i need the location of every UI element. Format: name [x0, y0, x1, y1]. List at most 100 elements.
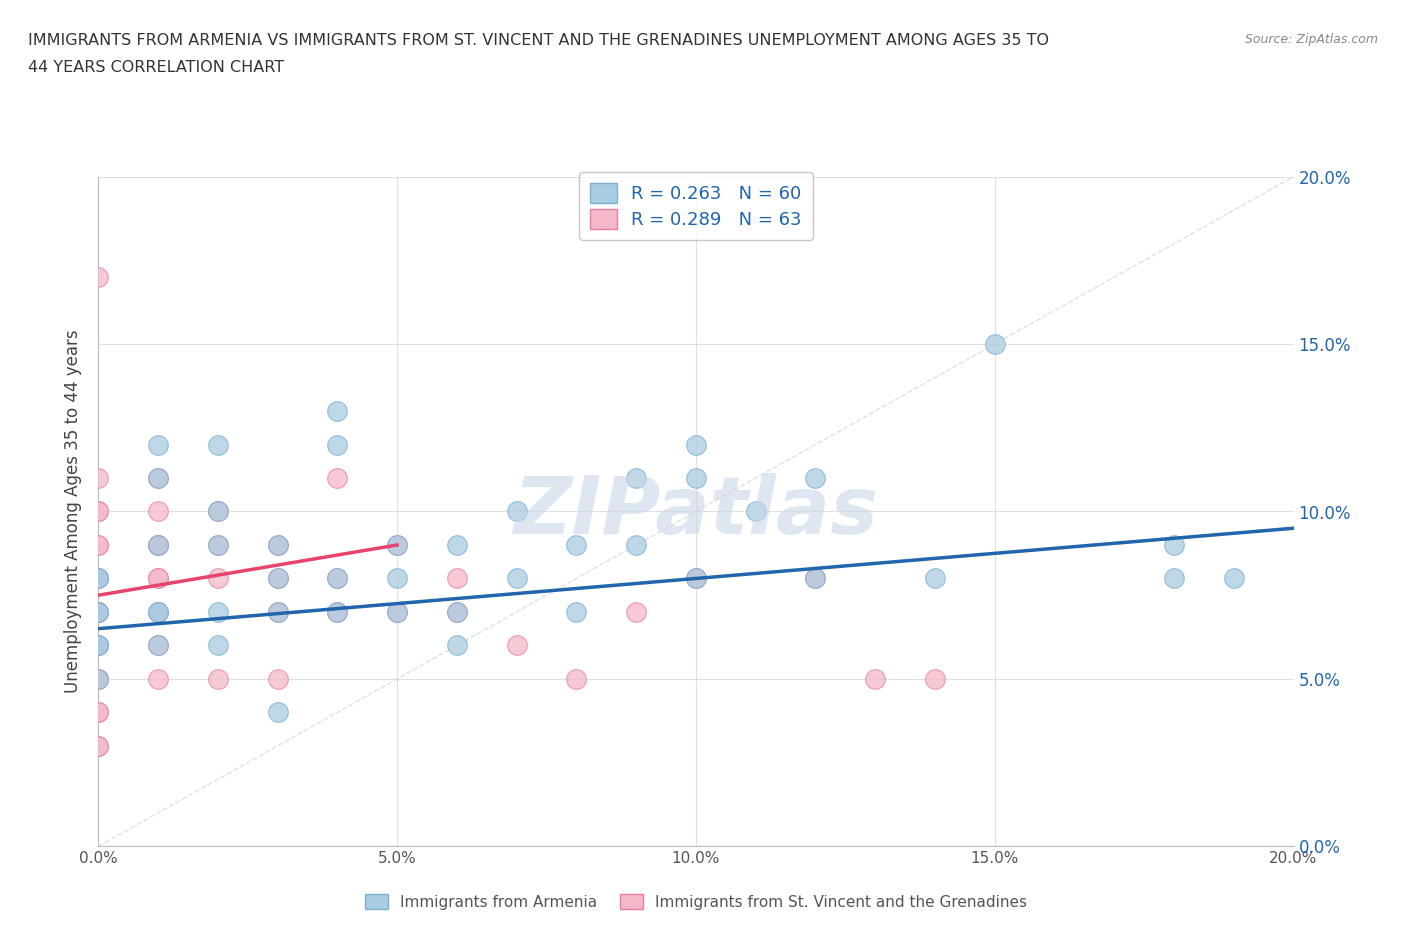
Point	[87, 538, 110, 552]
Point	[326, 571, 349, 586]
Point	[87, 671, 110, 686]
Point	[984, 337, 1007, 352]
Point	[804, 471, 827, 485]
Point	[148, 437, 170, 452]
Point	[685, 471, 707, 485]
Point	[148, 604, 170, 619]
Point	[267, 538, 290, 552]
Point	[385, 538, 409, 552]
Point	[326, 604, 349, 619]
Point	[148, 571, 170, 586]
Point	[565, 538, 588, 552]
Point	[267, 604, 290, 619]
Text: Source: ZipAtlas.com: Source: ZipAtlas.com	[1244, 33, 1378, 46]
Point	[506, 504, 529, 519]
Point	[207, 571, 229, 586]
Point	[326, 437, 349, 452]
Point	[87, 738, 110, 753]
Point	[326, 404, 349, 418]
Point	[87, 738, 110, 753]
Point	[326, 604, 349, 619]
Point	[1223, 571, 1246, 586]
Point	[87, 638, 110, 653]
Point	[446, 604, 468, 619]
Point	[626, 538, 648, 552]
Text: 44 YEARS CORRELATION CHART: 44 YEARS CORRELATION CHART	[28, 60, 284, 75]
Point	[385, 571, 409, 586]
Point	[87, 571, 110, 586]
Point	[207, 638, 229, 653]
Point	[87, 571, 110, 586]
Point	[87, 504, 110, 519]
Point	[148, 538, 170, 552]
Point	[626, 604, 648, 619]
Point	[745, 504, 768, 519]
Point	[207, 538, 229, 552]
Point	[685, 571, 707, 586]
Point	[565, 604, 588, 619]
Point	[446, 571, 468, 586]
Point	[207, 504, 229, 519]
Point	[87, 604, 110, 619]
Point	[267, 705, 290, 720]
Point	[87, 705, 110, 720]
Point	[865, 671, 887, 686]
Point	[267, 671, 290, 686]
Point	[148, 471, 170, 485]
Point	[1163, 538, 1185, 552]
Point	[326, 471, 349, 485]
Point	[446, 604, 468, 619]
Point	[87, 571, 110, 586]
Point	[87, 471, 110, 485]
Point	[148, 604, 170, 619]
Point	[207, 538, 229, 552]
Point	[924, 571, 946, 586]
Point	[87, 638, 110, 653]
Point	[87, 638, 110, 653]
Point	[87, 604, 110, 619]
Point	[148, 538, 170, 552]
Point	[326, 571, 349, 586]
Point	[626, 471, 648, 485]
Point	[87, 604, 110, 619]
Point	[148, 638, 170, 653]
Point	[148, 571, 170, 586]
Point	[207, 671, 229, 686]
Point	[267, 604, 290, 619]
Point	[385, 604, 409, 619]
Point	[267, 571, 290, 586]
Point	[804, 571, 827, 586]
Point	[804, 571, 827, 586]
Legend: Immigrants from Armenia, Immigrants from St. Vincent and the Grenadines: Immigrants from Armenia, Immigrants from…	[359, 887, 1033, 916]
Point	[267, 571, 290, 586]
Point	[148, 671, 170, 686]
Point	[506, 571, 529, 586]
Point	[87, 270, 110, 285]
Point	[87, 604, 110, 619]
Point	[87, 504, 110, 519]
Text: ZIPatlas: ZIPatlas	[513, 472, 879, 551]
Point	[446, 538, 468, 552]
Point	[446, 638, 468, 653]
Point	[685, 571, 707, 586]
Y-axis label: Unemployment Among Ages 35 to 44 years: Unemployment Among Ages 35 to 44 years	[65, 330, 83, 693]
Point	[207, 504, 229, 519]
Point	[267, 538, 290, 552]
Point	[87, 671, 110, 686]
Point	[148, 471, 170, 485]
Point	[87, 538, 110, 552]
Point	[87, 705, 110, 720]
Point	[385, 604, 409, 619]
Point	[148, 504, 170, 519]
Point	[148, 604, 170, 619]
Point	[148, 538, 170, 552]
Point	[565, 671, 588, 686]
Point	[924, 671, 946, 686]
Point	[385, 538, 409, 552]
Point	[87, 671, 110, 686]
Point	[506, 638, 529, 653]
Point	[207, 604, 229, 619]
Point	[87, 638, 110, 653]
Point	[207, 437, 229, 452]
Text: IMMIGRANTS FROM ARMENIA VS IMMIGRANTS FROM ST. VINCENT AND THE GRENADINES UNEMPL: IMMIGRANTS FROM ARMENIA VS IMMIGRANTS FR…	[28, 33, 1049, 47]
